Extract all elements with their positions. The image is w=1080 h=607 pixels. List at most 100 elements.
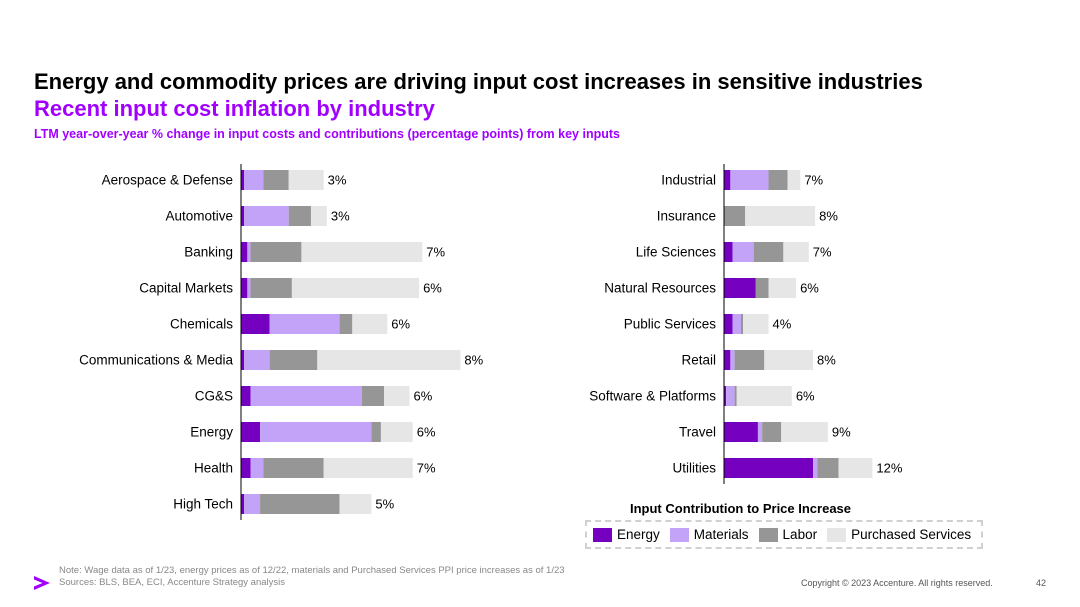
bar-chemicals-energy [241,314,270,334]
bar-communications-media-materials [244,350,270,370]
bar-capital-markets-labor [250,278,292,298]
legend-item-labor: Labor [758,527,818,542]
bar-chemicals-materials [269,314,340,334]
bar-health-labor [263,458,324,478]
bar-life-sciences-energy [724,242,733,262]
bar-automotive-energy [241,206,245,226]
total-label-cg-s: 6% [414,389,433,404]
legend-swatch-energy [593,527,612,542]
bar-software-platforms-purchased-services [736,386,792,406]
bar-travel-energy [724,422,758,442]
category-label-travel: Travel [679,425,716,440]
bar-utilities-purchased-services [838,458,873,478]
legend-label-labor: Labor [782,527,818,542]
bar-utilities-materials [813,458,818,478]
copyright: Copyright © 2023 Accenture. All rights r… [801,578,993,588]
category-label-aerospace-defense: Aerospace & Defense [102,173,233,188]
category-label-chemicals: Chemicals [170,317,233,332]
legend-item-purchased-services: Purchased Services [827,527,971,542]
footnote-note: Note: Wage data as of 1/23, energy price… [59,565,565,576]
category-label-energy: Energy [190,425,233,440]
bar-software-platforms-energy [724,386,727,406]
category-label-health: Health [194,461,233,476]
bar-high-tech-purchased-services [339,494,372,514]
category-label-life-sciences: Life Sciences [636,245,717,260]
total-label-aerospace-defense: 3% [328,173,347,188]
total-label-industrial: 7% [804,173,823,188]
bar-cg-s-energy [241,386,251,406]
legend: Energy Materials Labor Purchased Service… [585,520,983,549]
bar-travel-labor [762,422,782,442]
category-label-public-services: Public Services [624,317,717,332]
bar-industrial-materials [730,170,769,190]
bar-health-energy [241,458,251,478]
total-label-travel: 9% [832,425,851,440]
bar-capital-markets-purchased-services [291,278,420,298]
bar-banking-labor [250,242,302,262]
bar-cg-s-materials [250,386,362,406]
bar-industrial-energy [724,170,731,190]
bar-utilities-labor [817,458,839,478]
bar-software-platforms-labor [734,386,737,406]
category-label-banking: Banking [184,245,233,260]
category-label-high-tech: High Tech [173,497,233,512]
legend-swatch-purchased-services [827,527,847,542]
legend-item-energy: Energy [593,527,660,542]
legend-item-materials: Materials [669,527,749,542]
category-label-insurance: Insurance [657,209,716,224]
total-label-communications-media: 8% [464,353,483,368]
bar-retail-purchased-services [764,350,814,370]
bar-aerospace-defense-energy [241,170,245,190]
bar-cg-s-purchased-services [384,386,410,406]
bar-automotive-labor [288,206,311,226]
legend-label-energy: Energy [617,527,660,542]
bar-capital-markets-materials [247,278,251,298]
bar-cg-s-labor [361,386,385,406]
bar-chemicals-labor [339,314,353,334]
total-label-banking: 7% [426,245,445,260]
total-label-high-tech: 5% [375,497,394,512]
bar-banking-energy [241,242,248,262]
legend-label-purchased-services: Purchased Services [851,527,972,542]
total-label-public-services: 4% [773,317,792,332]
bar-natural-resources-labor [755,278,769,298]
page-number: 42 [1036,578,1047,588]
total-label-capital-markets: 6% [423,281,442,296]
total-label-insurance: 8% [819,209,838,224]
bar-natural-resources-energy [724,278,756,298]
bar-energy-labor [371,422,381,442]
category-label-industrial: Industrial [661,173,716,188]
category-label-natural-resources: Natural Resources [604,281,716,296]
bar-aerospace-defense-purchased-services [288,170,324,190]
total-label-automotive: 3% [331,209,350,224]
bar-energy-energy [241,422,261,442]
bar-capital-markets-energy [241,278,248,298]
bar-public-services-labor [740,314,744,334]
bar-industrial-purchased-services [787,170,801,190]
category-label-utilities: Utilities [672,461,716,476]
bar-health-materials [250,458,264,478]
legend-swatch-materials [669,527,689,542]
bar-public-services-energy [724,314,733,334]
bar-banking-purchased-services [301,242,423,262]
bar-energy-materials [260,422,372,442]
bar-industrial-labor [768,170,788,190]
footnote: Note: Wage data as of 1/23, energy price… [59,565,565,589]
category-label-communications-media: Communications & Media [79,353,233,368]
bar-public-services-purchased-services [743,314,769,334]
bar-banking-materials [247,242,251,262]
category-label-capital-markets: Capital Markets [139,281,233,296]
chart-description: LTM year-over-year % change in input cos… [34,127,620,141]
bar-chemicals-purchased-services [352,314,388,334]
bar-insurance-purchased-services [745,206,816,226]
bar-retail-energy [724,350,731,370]
bar-energy-purchased-services [380,422,413,442]
bar-insurance-labor [724,206,746,226]
bar-life-sciences-labor [753,242,784,262]
category-label-software-platforms: Software & Platforms [589,389,716,404]
bar-travel-materials [757,422,763,442]
legend-label-materials: Materials [693,527,749,542]
bar-health-purchased-services [323,458,413,478]
bar-natural-resources-purchased-services [768,278,797,298]
bar-high-tech-energy [241,494,245,514]
